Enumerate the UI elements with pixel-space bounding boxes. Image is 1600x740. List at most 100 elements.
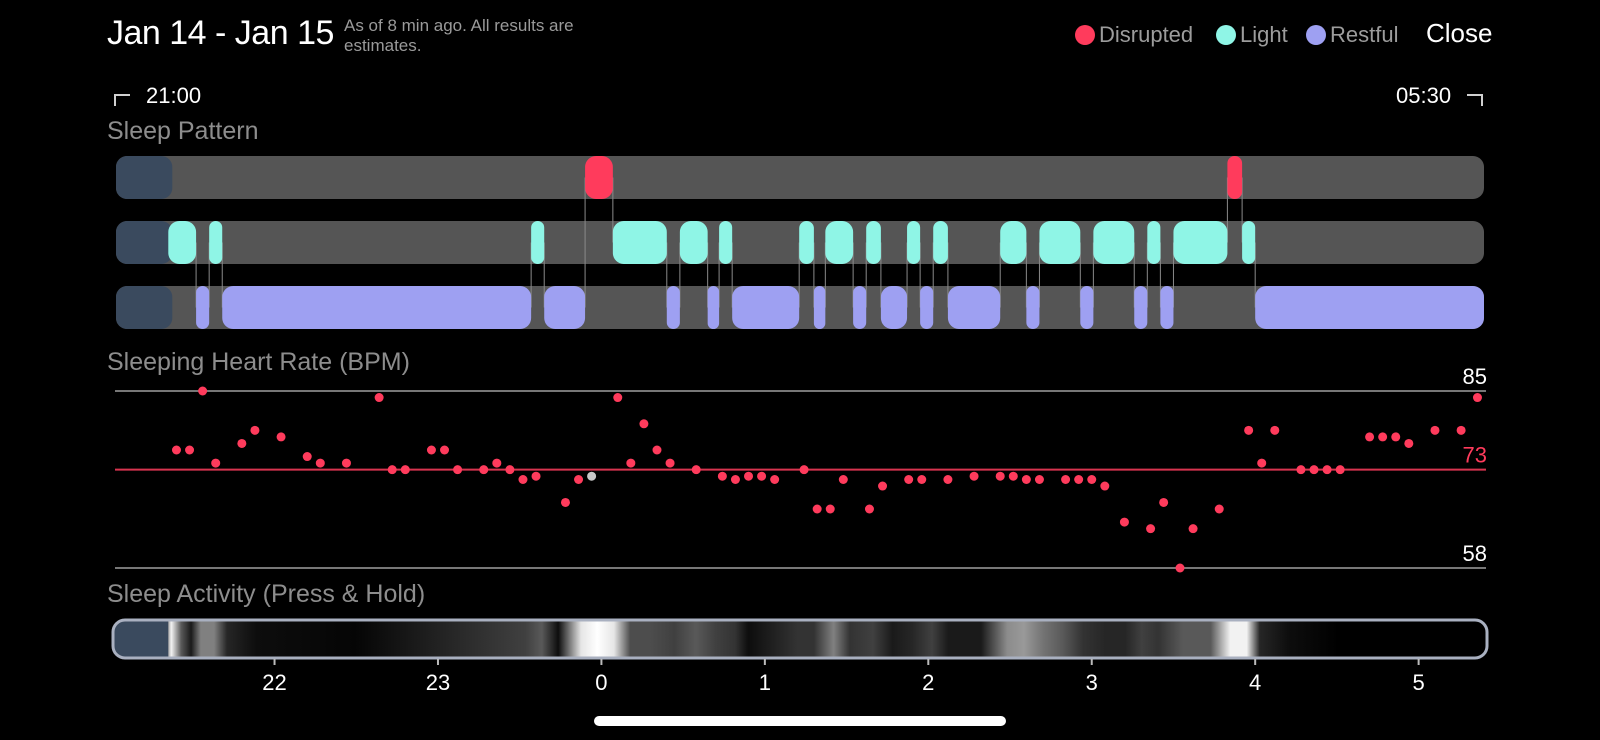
- segment-restful: [196, 286, 210, 329]
- hr-axis-label: 58: [1463, 541, 1487, 566]
- activity-awake-block: [114, 621, 169, 657]
- hr-point: [717, 471, 727, 481]
- legend-restful-label: Restful: [1330, 22, 1399, 47]
- hr-point: [1365, 432, 1375, 442]
- hr-point: [185, 445, 195, 455]
- segment-light: [933, 221, 948, 264]
- segment-light: [1000, 221, 1027, 264]
- hr-point: [825, 504, 835, 514]
- hr-point: [440, 445, 450, 455]
- segment-restful: [1255, 286, 1484, 329]
- hr-point: [1404, 438, 1414, 448]
- awake-block: [116, 221, 173, 264]
- pattern-track-disrupted: [116, 156, 1484, 199]
- hr-point: [1378, 432, 1388, 442]
- segment-restful: [880, 286, 908, 329]
- hr-point: [1257, 458, 1267, 468]
- light-dot-icon: [1216, 25, 1236, 45]
- hr-point: [315, 458, 325, 468]
- activity-heat: [114, 621, 1486, 657]
- segment-light: [866, 221, 881, 264]
- time-tick-label: 3: [1086, 670, 1098, 695]
- end-time-label: 05:30: [1396, 83, 1484, 109]
- hr-point: [250, 425, 260, 435]
- hr-point: [1472, 393, 1482, 403]
- hr-point: [302, 452, 312, 462]
- hr-point: [1391, 432, 1401, 442]
- legend-disrupted-label: Disrupted: [1099, 22, 1194, 47]
- segment-light: [1147, 221, 1161, 264]
- segment-restful: [813, 286, 826, 329]
- sleep-pattern-title: Sleep Pattern: [107, 117, 259, 145]
- segment-restful: [732, 286, 800, 329]
- awake-block: [116, 286, 173, 329]
- hr-point: [1322, 465, 1332, 475]
- end-time: 05:30: [1396, 83, 1452, 108]
- hr-point: [665, 458, 675, 468]
- hr-point: [1146, 524, 1156, 534]
- segment-restful: [853, 286, 867, 329]
- hr-axis-label: 85: [1463, 364, 1487, 389]
- legend-restful: Restful: [1306, 22, 1398, 48]
- estimate-note: As of 8 min ago. All results are estimat…: [344, 16, 574, 55]
- hr-point: [744, 471, 754, 481]
- hr-point: [1100, 481, 1110, 491]
- hr-point: [652, 445, 662, 455]
- hr-point: [492, 458, 502, 468]
- hr-point: [426, 445, 436, 455]
- segment-light: [679, 221, 708, 264]
- hr-point: [917, 475, 927, 484]
- close-button[interactable]: Close: [1426, 18, 1493, 48]
- segment-restful: [222, 286, 532, 329]
- hr-axis-label: 73: [1463, 443, 1487, 468]
- hr-point: [198, 386, 208, 396]
- segment-restful: [920, 286, 934, 329]
- hr-point: [1008, 471, 1018, 481]
- hr-point: [639, 419, 649, 429]
- sleep-activity-title: Sleep Activity (Press & Hold): [107, 580, 426, 608]
- hr-point: [211, 458, 221, 468]
- hr-point: [864, 504, 874, 514]
- segment-light: [168, 221, 197, 264]
- time-tick-label: 5: [1412, 670, 1424, 695]
- hr-point: [1430, 425, 1440, 435]
- restful-dot-icon: [1306, 25, 1326, 45]
- home-indicator[interactable]: [594, 716, 1006, 726]
- hr-point: [691, 465, 701, 475]
- hr-point: [574, 475, 584, 484]
- activity-bar-border: [111, 618, 1489, 660]
- segment-restful: [1080, 286, 1094, 329]
- hr-point: [626, 458, 636, 468]
- hr-point: [341, 458, 351, 468]
- hr-point: [1074, 475, 1084, 484]
- hr-point: [1456, 425, 1466, 435]
- sleep-pattern-chart: [116, 156, 1484, 329]
- segment-light: [1173, 221, 1228, 264]
- segment-light: [719, 221, 733, 264]
- segment-restful: [707, 286, 720, 329]
- hr-point: [531, 471, 541, 481]
- sleep-activity-chart[interactable]: [111, 618, 1489, 660]
- segment-light: [907, 221, 921, 264]
- segment-restful: [544, 286, 586, 329]
- awake-block: [116, 156, 173, 199]
- hr-point: [276, 432, 286, 442]
- hr-point: [505, 465, 515, 475]
- hr-point: [1119, 517, 1129, 527]
- hr-point: [943, 475, 953, 484]
- time-tick-label: 0: [595, 670, 607, 695]
- segment-restful: [1026, 286, 1040, 329]
- date-range-title: Jan 14 - Jan 15: [107, 14, 334, 52]
- hr-point: [878, 481, 888, 491]
- hr-point: [560, 497, 570, 507]
- activity-bar-fill: [114, 621, 1486, 657]
- hr-point: [1335, 465, 1345, 475]
- hr-point: [1159, 497, 1169, 507]
- start-time: 21:00: [146, 83, 202, 108]
- segment-restful: [1160, 286, 1174, 329]
- hr-point: [904, 475, 914, 484]
- time-tick-label: 22: [262, 670, 286, 695]
- segment-disrupted: [585, 156, 613, 199]
- hr-point: [1244, 425, 1254, 435]
